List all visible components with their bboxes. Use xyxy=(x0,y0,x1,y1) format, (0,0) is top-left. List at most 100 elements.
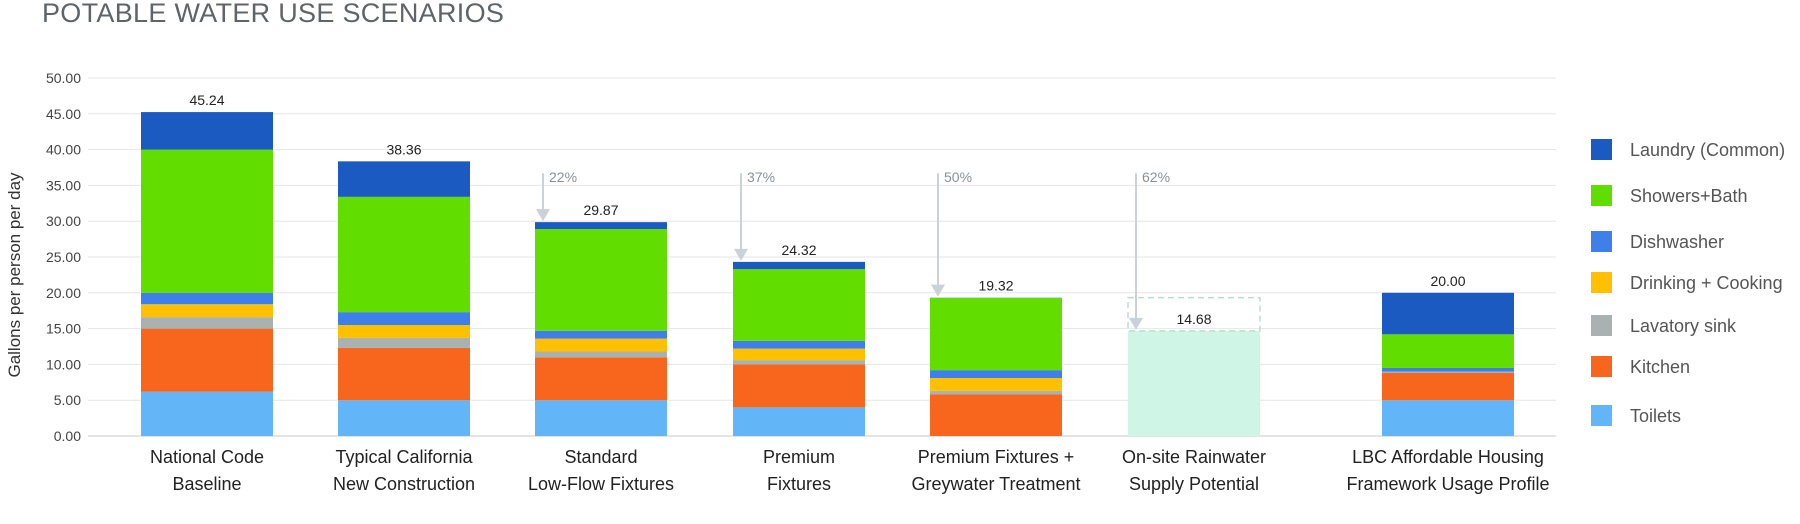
bar-segment-drinking-cooking xyxy=(535,338,667,352)
reduction-arrow: 22% xyxy=(536,169,577,222)
legend-label: Drinking + Cooking xyxy=(1630,273,1783,293)
bar-segment-kitchen xyxy=(535,357,667,401)
reduction-arrows: 22% 37% 50% 62% xyxy=(536,169,1170,330)
bar-segment-dishwasher xyxy=(930,370,1062,379)
bar-segment-drinking-cooking xyxy=(338,325,470,338)
x-category-label: Premium xyxy=(763,447,835,467)
bar-segment-kitchen xyxy=(733,364,865,408)
bar-segment-lavatory-sink xyxy=(1382,371,1514,373)
bar-segment-toilets xyxy=(733,407,865,436)
x-category-label: Supply Potential xyxy=(1129,474,1259,494)
y-tick-label: 20.00 xyxy=(46,285,81,301)
bar-segment-showers-bath xyxy=(733,269,865,341)
arrow-head xyxy=(1129,317,1143,330)
legend-item: Laundry (Common) xyxy=(1591,139,1785,160)
legend-item: Kitchen xyxy=(1591,356,1690,377)
bar-segment-kitchen xyxy=(338,347,470,401)
total-label: 24.32 xyxy=(781,242,816,258)
x-category-label: Framework Usage Profile xyxy=(1346,474,1549,494)
reduction-label: 37% xyxy=(747,169,775,185)
bar-segment-dishwasher xyxy=(1382,367,1514,372)
y-tick-label: 45.00 xyxy=(46,106,81,122)
y-tick-label: 10.00 xyxy=(46,356,81,372)
bar-segment-drinking-cooking xyxy=(141,304,273,318)
x-category-label: New Construction xyxy=(333,474,475,494)
y-tick-label: 35.00 xyxy=(46,177,81,193)
total-label: 19.32 xyxy=(978,278,1013,294)
bar-segment-lavatory-sink xyxy=(141,317,273,329)
y-tick-label: 5.00 xyxy=(54,392,81,408)
reduction-arrow: 62% xyxy=(1129,169,1170,330)
total-label: 14.68 xyxy=(1176,311,1211,327)
legend-swatch xyxy=(1591,315,1612,336)
x-category-label: Typical California xyxy=(335,447,473,467)
y-tick-label: 40.00 xyxy=(46,142,81,158)
bar-segment-toilets xyxy=(141,391,273,436)
reduction-label: 62% xyxy=(1142,169,1170,185)
reduction-label: 22% xyxy=(549,169,577,185)
legend-label: Laundry (Common) xyxy=(1630,140,1785,160)
legend-label: Dishwasher xyxy=(1630,232,1724,252)
x-category-label: Baseline xyxy=(172,474,241,494)
bar-segment-laundry-common xyxy=(535,222,667,230)
bar-segment-showers-bath xyxy=(1382,334,1514,368)
bar-segment-kitchen xyxy=(930,394,1062,436)
legend-item: Dishwasher xyxy=(1591,231,1724,252)
x-category-label: LBC Affordable Housing xyxy=(1352,447,1544,467)
y-axis: 0.00 5.00 10.00 15.00 20.00 25.00 30.00 35.00 40… xyxy=(46,70,81,444)
legend-label: Kitchen xyxy=(1630,357,1690,377)
legend: Laundry (Common) Showers+Bath Dishwasher Dr… xyxy=(1591,139,1785,426)
bar-segment-lavatory-sink xyxy=(338,337,470,348)
bar-stack xyxy=(338,161,470,436)
legend-label: Showers+Bath xyxy=(1630,186,1748,206)
bar-segment-lavatory-sink xyxy=(535,351,667,358)
y-axis-label: Gallons per person per day xyxy=(5,172,24,378)
bar-stack xyxy=(930,297,1062,436)
legend-label: Toilets xyxy=(1630,406,1681,426)
x-category-label: Greywater Treatment xyxy=(911,474,1080,494)
bar-segment-lavatory-sink xyxy=(930,390,1062,395)
bars xyxy=(141,112,1514,436)
legend-item: Toilets xyxy=(1591,405,1681,426)
y-tick-label: 50.00 xyxy=(46,70,81,86)
bar-stack xyxy=(733,261,865,436)
reduction-arrow: 37% xyxy=(734,169,775,261)
total-labels: 45.24 38.36 29.87 24.32 19.32 14.68 20.00 xyxy=(189,92,1465,327)
total-label: 29.87 xyxy=(583,202,618,218)
x-category-label: Fixtures xyxy=(767,474,831,494)
arrow-head xyxy=(931,284,945,297)
reduction-arrow: 50% xyxy=(931,169,972,297)
bar-segment-toilets xyxy=(338,400,470,436)
legend-item: Lavatory sink xyxy=(1591,315,1737,336)
total-label: 45.24 xyxy=(189,92,224,108)
bar-segment-kitchen xyxy=(141,328,273,392)
total-label: 38.36 xyxy=(386,141,421,157)
bar-segment-showers-bath xyxy=(930,297,1062,371)
bar-rainwater xyxy=(1128,330,1260,436)
bar-segment-lavatory-sink xyxy=(733,360,865,365)
bar-segment-drinking-cooking xyxy=(733,348,865,361)
legend-swatch xyxy=(1591,272,1612,293)
rainwater-dashed-outline xyxy=(1127,296,1261,332)
bar-segment-dishwasher xyxy=(535,330,667,339)
bar-segment-showers-bath xyxy=(535,229,667,331)
bar-segment-toilets xyxy=(535,400,667,436)
legend-item: Drinking + Cooking xyxy=(1591,272,1783,293)
legend-swatch xyxy=(1591,405,1612,426)
bar-segment-showers-bath xyxy=(338,196,470,313)
bar-segment-laundry-common xyxy=(733,261,865,270)
y-tick-label: 0.00 xyxy=(54,428,81,444)
y-tick-label: 25.00 xyxy=(46,249,81,265)
x-category-label: Premium Fixtures + xyxy=(918,447,1075,467)
x-category-label: Standard xyxy=(564,447,637,467)
bar-segment-showers-bath xyxy=(141,149,273,293)
bar-segment-drinking-cooking xyxy=(930,378,1062,391)
bar-segment-dishwasher xyxy=(141,292,273,305)
legend-swatch xyxy=(1591,231,1612,252)
bar-stack xyxy=(141,112,273,436)
x-category-label: On-site Rainwater xyxy=(1122,447,1266,467)
bar-stack xyxy=(535,222,667,436)
bar-segment-laundry-common xyxy=(1382,292,1514,335)
bar-segment-dishwasher xyxy=(338,312,470,326)
